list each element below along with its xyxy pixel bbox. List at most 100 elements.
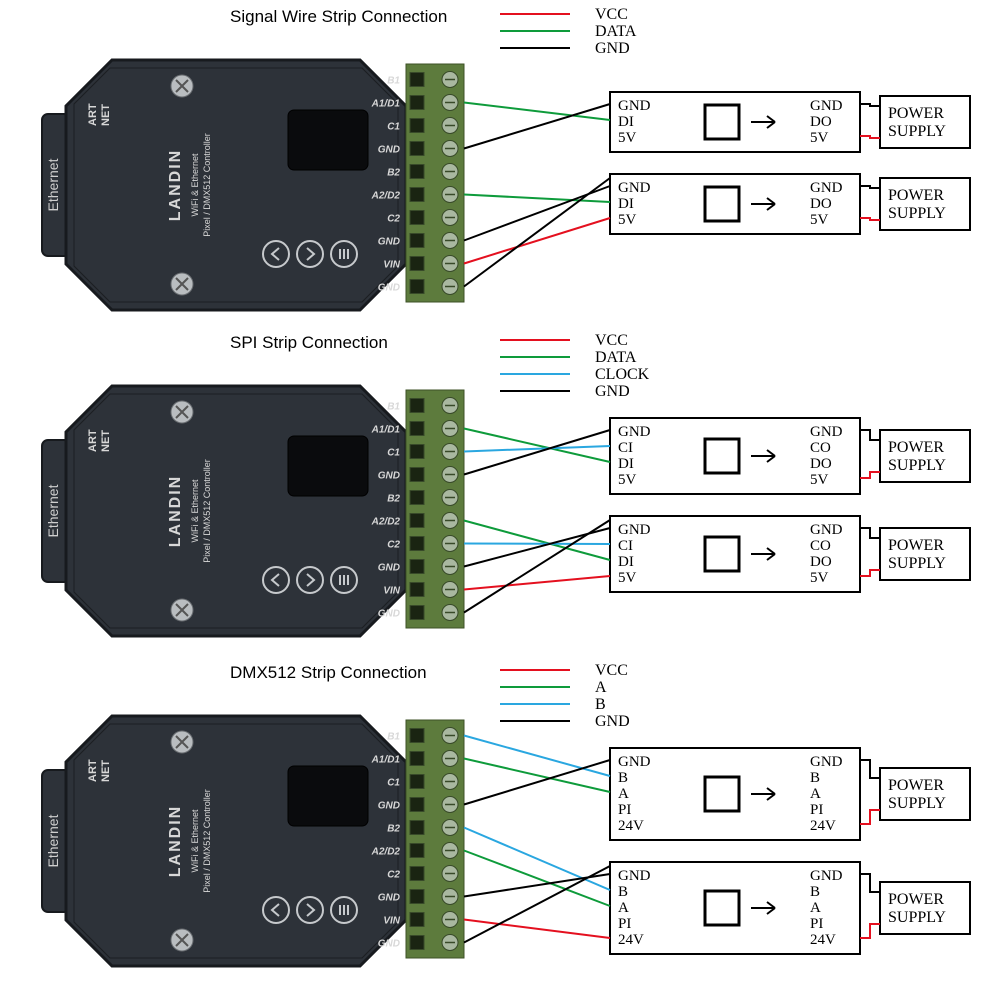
terminal-label: GND	[378, 283, 400, 294]
terminal-hole	[410, 913, 424, 927]
legend-label: B	[595, 696, 606, 713]
wire-vcc	[464, 576, 610, 590]
ethernet-label: Ethernet	[45, 158, 61, 211]
terminal-label: B2	[387, 824, 400, 835]
device-sub1: WiFi & Ethernet	[190, 809, 200, 873]
terminal-label: B1	[387, 402, 400, 413]
device-sub2: Pixel / DMX512 Controller	[202, 459, 212, 563]
terminal-hole	[410, 890, 424, 904]
artnet-logo: NET	[100, 760, 112, 782]
terminal-label: B2	[387, 494, 400, 505]
terminal-label: VIN	[383, 916, 400, 927]
strip-pin-right: DO	[810, 114, 832, 130]
section-title: SPI Strip Connection	[230, 333, 388, 352]
power-supply-label: POWER	[888, 105, 944, 122]
wire-data	[464, 759, 610, 793]
device-body	[66, 716, 406, 966]
terminal-hole	[410, 119, 424, 133]
terminal-label: C1	[387, 778, 400, 789]
strip-pin-left: GND	[618, 424, 651, 440]
terminal-hole	[410, 491, 424, 505]
wire-gnd	[860, 528, 880, 538]
terminal-hole	[410, 73, 424, 87]
wire-vcc	[860, 136, 880, 138]
terminal-hole	[410, 468, 424, 482]
strip-pin-left: DI	[618, 196, 634, 212]
terminal-hole	[410, 257, 424, 271]
terminal-hole	[410, 234, 424, 248]
power-supply-box	[880, 96, 970, 148]
strip-pin-left: B	[618, 770, 628, 786]
power-supply-label: POWER	[888, 777, 944, 794]
power-supply-label: SUPPLY	[888, 909, 946, 926]
legend-label: GND	[595, 383, 630, 400]
terminal-label: GND	[378, 563, 400, 574]
strip-pin-left: DI	[618, 554, 634, 570]
oled-display	[288, 436, 368, 496]
strip-pin-right: 5V	[810, 130, 829, 146]
wire-gnd	[860, 186, 880, 188]
wire-vcc	[860, 570, 880, 576]
terminal-hole	[410, 211, 424, 225]
diagram-canvas: Signal Wire Strip Connection VCC DATA GND Et…	[0, 0, 1000, 1000]
terminal-hole	[410, 142, 424, 156]
terminal-hole	[410, 165, 424, 179]
terminal-label: C2	[387, 540, 400, 551]
legend-label: GND	[595, 713, 630, 730]
terminal-label: C2	[387, 214, 400, 225]
legend-label: DATA	[595, 23, 637, 40]
legend-label: A	[595, 679, 607, 696]
device-body	[66, 386, 406, 636]
terminal-hole	[410, 280, 424, 294]
terminal-hole	[410, 729, 424, 743]
strip-pin-right: GND	[810, 424, 843, 440]
wire-vcc	[464, 218, 610, 264]
artnet-logo: NET	[100, 104, 112, 126]
strip-pin-left: GND	[618, 98, 651, 114]
section: DMX512 Strip ConnectionVCCABGNDEthernetL…	[42, 662, 970, 966]
strip-pin-right: B	[810, 884, 820, 900]
strip-pin-left: CI	[618, 440, 633, 456]
strip-pin-right: GND	[810, 754, 843, 770]
terminal-label: A1/D1	[371, 99, 401, 110]
chip-icon	[705, 187, 739, 221]
terminal-label: GND	[378, 471, 400, 482]
terminal-label: B1	[387, 732, 400, 743]
wire-gnd	[464, 520, 610, 613]
legend-label: VCC	[595, 662, 628, 679]
strip-pin-right: DO	[810, 554, 832, 570]
terminal-label: A1/D1	[371, 755, 401, 766]
device-brand: LANDIN	[167, 149, 184, 221]
wire-data	[464, 521, 610, 561]
power-supply-label: SUPPLY	[888, 457, 946, 474]
device-sub1: WiFi & Ethernet	[190, 153, 200, 217]
strip-pin-left: 24V	[618, 932, 644, 948]
terminal-hole	[410, 96, 424, 110]
terminal-label: GND	[378, 145, 400, 156]
wire-data	[464, 195, 610, 203]
terminal-label: GND	[378, 237, 400, 248]
wire-gnd	[860, 760, 880, 778]
strip-pin-right: 24V	[810, 818, 836, 834]
terminal-label: C1	[387, 122, 400, 133]
ethernet-label: Ethernet	[45, 484, 61, 537]
section: SPI Strip ConnectionVCCDATACLOCKGNDEther…	[42, 332, 970, 636]
strip-pin-right: PI	[810, 802, 823, 818]
section-title: Signal Wire Strip Connection	[230, 7, 447, 26]
terminal-label: VIN	[383, 586, 400, 597]
wire-vcc	[464, 920, 610, 939]
terminal-hole	[410, 583, 424, 597]
wire-gnd	[860, 874, 880, 892]
terminal-label: A1/D1	[371, 425, 401, 436]
strip-pin-right: 5V	[810, 570, 829, 586]
power-supply-label: POWER	[888, 537, 944, 554]
legend-label: CLOCK	[595, 366, 650, 383]
artnet-logo: ART	[87, 429, 99, 452]
terminal-label: A2/D2	[371, 847, 401, 858]
strip-pin-right: A	[810, 786, 821, 802]
terminal-label: VIN	[383, 260, 400, 271]
power-supply-box	[880, 882, 970, 934]
strip-pin-left: A	[618, 900, 629, 916]
wire-gnd	[860, 104, 880, 106]
strip-pin-right: A	[810, 900, 821, 916]
